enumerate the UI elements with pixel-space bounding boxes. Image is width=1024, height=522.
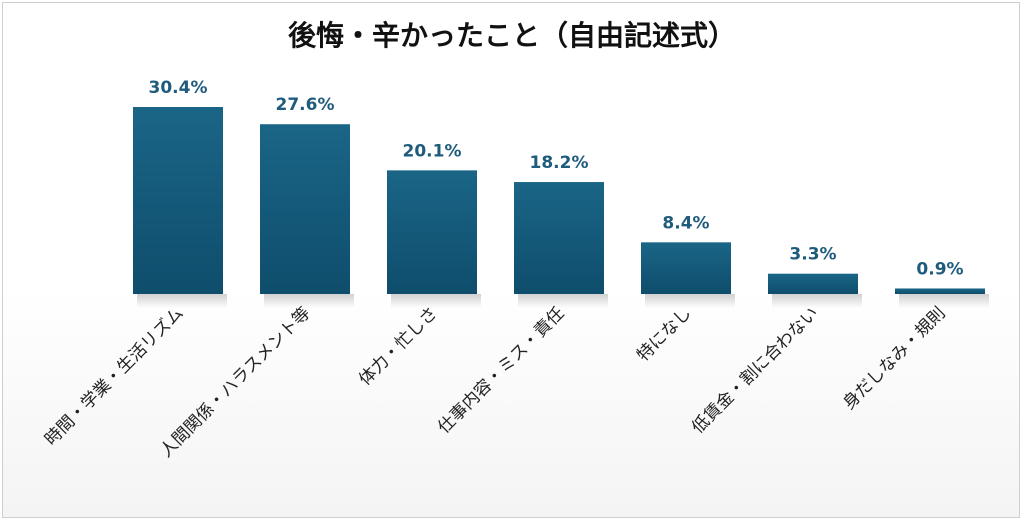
bar-2 bbox=[260, 124, 350, 294]
data-label-5: 8.4% bbox=[662, 213, 709, 233]
category-label-5: 特になし bbox=[633, 303, 695, 365]
category-label-6: 低賃金・割に合わない bbox=[688, 303, 822, 437]
data-label-4: 18.2% bbox=[530, 153, 589, 173]
category-label-2: 人間関係・ハラスメント等 bbox=[156, 303, 314, 461]
bar-shadow bbox=[899, 294, 989, 308]
bar-shadow bbox=[391, 294, 481, 308]
bar-shadow bbox=[772, 294, 862, 308]
bar-shadow bbox=[518, 294, 608, 308]
data-label-3: 20.1% bbox=[403, 141, 462, 161]
bar-1 bbox=[133, 107, 223, 294]
bar-4 bbox=[514, 182, 604, 294]
bar-6 bbox=[768, 273, 858, 294]
data-label-2: 27.6% bbox=[276, 95, 335, 115]
bar-7 bbox=[895, 288, 985, 294]
bar-shadow bbox=[264, 294, 354, 308]
bar-3 bbox=[387, 170, 477, 294]
data-label-6: 3.3% bbox=[789, 245, 836, 265]
data-label-7: 0.9% bbox=[916, 259, 963, 279]
data-label-1: 30.4% bbox=[149, 78, 208, 98]
category-label-7: 身だしなみ・規則 bbox=[839, 303, 949, 413]
bar-5 bbox=[641, 242, 731, 294]
bar-shadow bbox=[645, 294, 735, 308]
chart-title: 後悔・辛かったこと（自由記述式） bbox=[288, 19, 736, 52]
category-label-3: 体力・忙しさ bbox=[355, 303, 441, 389]
category-label-4: 仕事内容・ミス・責任 bbox=[434, 303, 568, 437]
bar-shadow bbox=[137, 294, 227, 308]
category-label-1: 時間・学業・生活リズム bbox=[41, 303, 187, 449]
